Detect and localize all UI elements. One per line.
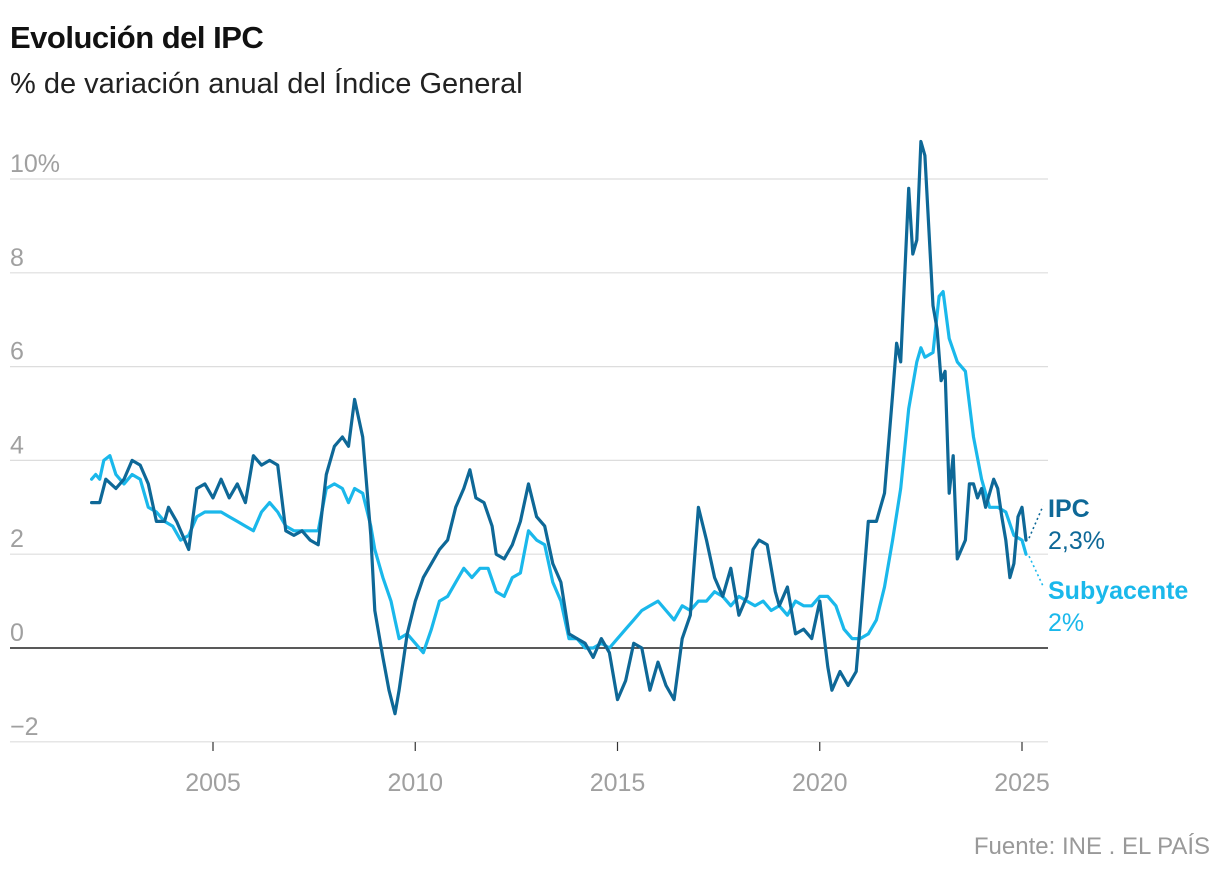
x-tick-label: 2020 (792, 769, 848, 797)
chart-subtitle: % de variación anual del Índice General (10, 68, 523, 100)
y-tick-label: 0 (10, 619, 24, 647)
ipc-leader-line (1028, 505, 1044, 539)
series-end-labels: IPC 2,3% Subyacente 2% (1028, 495, 1188, 637)
x-tick-label: 2005 (185, 769, 241, 797)
y-tick-label: 8 (10, 244, 24, 272)
chart-title: Evolución del IPC (10, 20, 264, 55)
grid (10, 178, 1048, 743)
x-axis: 2005 2010 2015 2020 2025 (185, 742, 1050, 797)
ipc-series-name: IPC (1048, 495, 1090, 523)
x-tick-label: 2010 (387, 769, 443, 797)
subyacente-leader-line (1028, 555, 1044, 587)
y-tick-label: 4 (10, 431, 24, 459)
y-tick-label: 2 (10, 525, 24, 553)
series-lines (90, 139, 1028, 716)
subyacente-series-line (90, 290, 1028, 655)
y-tick-label: 10% (10, 150, 60, 178)
y-axis-ticks: −2 0 2 4 6 8 10% (10, 150, 60, 741)
subyacente-series-name: Subyacente (1048, 577, 1188, 605)
x-tick-label: 2015 (590, 769, 646, 797)
subyacente-end-value: 2% (1048, 609, 1084, 637)
ipc-end-value: 2,3% (1048, 527, 1105, 555)
ipc-series-line (90, 139, 1028, 716)
x-tick-label: 2025 (994, 769, 1050, 797)
source-credit: Fuente: INE . EL PAÍS (973, 833, 1210, 860)
y-tick-label: 6 (10, 338, 24, 366)
y-tick-label: −2 (10, 713, 39, 741)
